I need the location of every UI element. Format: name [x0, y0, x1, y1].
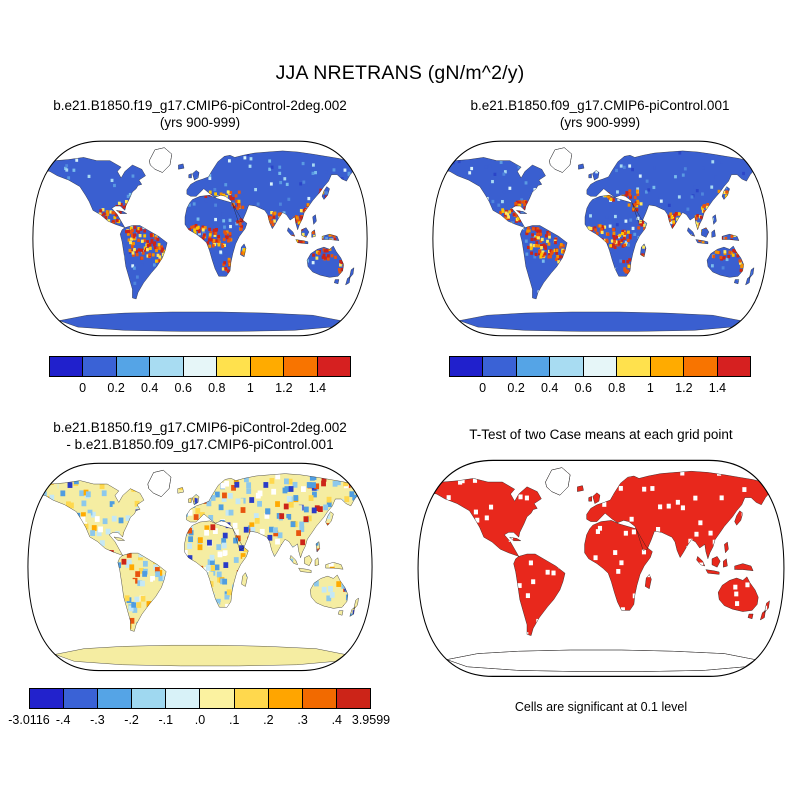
colorbar-box	[233, 689, 268, 708]
colorbar-box	[131, 689, 166, 708]
colorbar-box	[182, 357, 217, 376]
panel-bottom-right-title: T-Test of two Case means at each grid po…	[469, 427, 733, 442]
colorbar-ticks: -3.0116 -.4 -.3 -.2 -.1 .0 .1 .2 .3 .4 3.9599	[8, 713, 390, 728]
colorbar-tick-label: 1.4	[308, 381, 327, 395]
colorbar-tick-label: 0.2	[507, 381, 525, 395]
colorbar-tick-label: .0	[194, 713, 206, 727]
colorbar-box	[616, 357, 650, 376]
colorbar-box	[683, 357, 717, 376]
colorbar-tick-label: 0.2	[107, 381, 125, 395]
colorbar-box	[216, 357, 250, 376]
panel-top-left: b.e21.B1850.f19_g17.CMIP6-piControl-2deg…	[6, 98, 394, 396]
colorbar-box	[515, 357, 550, 376]
map-top-right	[432, 140, 768, 337]
colorbar-tick-label: 0	[79, 381, 87, 395]
colorbar-boxes	[449, 356, 751, 377]
colorbar-tick-label: 0.8	[608, 381, 626, 395]
colorbar-box	[199, 689, 234, 708]
panel-top-right-title: b.e21.B1850.f09_g17.CMIP6-piControl.001 …	[406, 98, 794, 131]
colorbar-tick-label: .1	[228, 713, 240, 727]
map-top-left	[32, 140, 368, 337]
colorbar-box	[301, 689, 336, 708]
colorbar-tick-label: 0.6	[174, 381, 192, 395]
colorbar-box	[30, 689, 64, 708]
colorbar-box	[82, 357, 116, 376]
panel-top-right: b.e21.B1850.f09_g17.CMIP6-piControl.001 …	[406, 98, 794, 396]
colorbar-box	[283, 357, 317, 376]
colorbar-box	[582, 357, 617, 376]
colorbar-box	[97, 689, 132, 708]
colorbar-tick-label: .2	[263, 713, 274, 727]
case-name-line: b.e21.B1850.f19_g17.CMIP6-piControl-2deg…	[53, 98, 347, 113]
colorbar-boxes	[49, 356, 351, 377]
colorbar-box	[149, 357, 183, 376]
colorbar-box	[115, 357, 150, 376]
map-ttest	[417, 459, 785, 677]
panel-bottom-right: T-Test of two Case means at each grid po…	[406, 418, 796, 714]
significance-caption: Cells are significant at 0.1 level	[514, 699, 688, 714]
colorbar-tick-label: -3.0116	[8, 713, 50, 727]
colorbar-tick-label: 1	[646, 381, 654, 395]
colorbar-tick-label: 0.6	[574, 381, 592, 395]
colorbar-tick-label: 1.2	[275, 381, 293, 395]
colorbar-box	[316, 357, 350, 376]
colorbar-box	[335, 689, 370, 708]
figure-title: JJA NRETRANS (gN/m^2/y)	[275, 62, 525, 84]
colorbar-box	[716, 357, 750, 376]
colorbar-box	[249, 357, 284, 376]
antarctica-mask	[446, 648, 756, 672]
colorbar-tick-label: 0.4	[540, 381, 559, 395]
years-range-line: (yrs 900-999)	[559, 114, 641, 130]
panel-bottom-left-title: b.e21.B1850.f19_g17.CMIP6-piControl-2deg…	[6, 420, 394, 453]
colorbar-box	[549, 357, 583, 376]
colorbar-box	[649, 357, 684, 376]
case-name-line2: - b.e21.B1850.f09_g17.CMIP6-piControl.00…	[66, 436, 334, 452]
colorbar-tick-label: 0.4	[140, 381, 159, 395]
colorbar-boxes	[29, 688, 371, 709]
colorbar-box	[267, 689, 302, 708]
colorbar-tick-label: 1.4	[708, 381, 727, 395]
colorbar-tick-label: 1.2	[675, 381, 693, 395]
colorbar-tick-label: -.3	[90, 713, 105, 727]
colorbar-difference: -3.0116 -.4 -.3 -.2 -.1 .0 .1 .2 .3 .4 3.9599	[8, 688, 390, 728]
colorbar-tick-label: 1	[246, 381, 254, 395]
colorbar-tick-label: .4	[331, 713, 343, 727]
colorbar-tick-label: -.2	[124, 713, 139, 727]
colorbar-tick-label: 3.9599	[351, 713, 391, 727]
map-difference	[27, 462, 373, 672]
panel-bottom-left: b.e21.B1850.f19_g17.CMIP6-piControl-2deg…	[6, 420, 394, 728]
colorbar-mean-left: 0 0.2 0.4 0.6 0.8 1 1.2 1.4	[49, 356, 351, 396]
colorbar-tick-label: 0.8	[208, 381, 226, 395]
colorbar-mean-right: 0 0.2 0.4 0.6 0.8 1 1.2 1.4	[449, 356, 751, 396]
colorbar-tick-label: -.4	[55, 713, 71, 727]
colorbar-ticks: 0 0.2 0.4 0.6 0.8 1 1.2 1.4	[449, 381, 751, 396]
years-range-line: (yrs 900-999)	[159, 114, 241, 130]
panel-top-left-title: b.e21.B1850.f19_g17.CMIP6-piControl-2deg…	[6, 98, 394, 131]
colorbar-box	[450, 357, 483, 376]
colorbar-tick-label: 0	[479, 381, 487, 395]
colorbar-tick-label: .3	[297, 713, 308, 727]
colorbar-box	[482, 357, 516, 376]
colorbar-ticks: 0 0.2 0.4 0.6 0.8 1 1.2 1.4	[49, 381, 351, 396]
case-name-line: b.e21.B1850.f19_g17.CMIP6-piControl-2deg…	[53, 420, 347, 435]
case-name-line: b.e21.B1850.f09_g17.CMIP6-piControl.001	[470, 98, 730, 113]
colorbar-box	[50, 357, 83, 376]
colorbar-box	[165, 689, 200, 708]
colorbar-box	[63, 689, 98, 708]
colorbar-tick-label: -.1	[158, 713, 174, 727]
